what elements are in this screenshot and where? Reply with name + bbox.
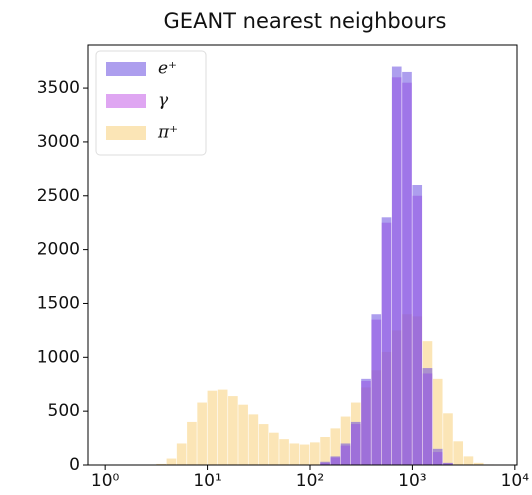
histogram-bar <box>422 368 433 465</box>
histogram-bar <box>443 413 453 465</box>
histogram-bar <box>443 462 453 465</box>
y-tick-label: 3000 <box>37 132 80 152</box>
histogram-bar <box>402 71 412 465</box>
legend-swatch <box>106 94 146 108</box>
y-tick-label: 1500 <box>37 293 80 313</box>
histogram-bar <box>320 461 330 465</box>
bars <box>156 66 494 466</box>
legend-text: π⁺ <box>157 123 178 143</box>
histogram-bar <box>381 217 392 465</box>
histogram-bar <box>412 185 423 465</box>
y-tick-label: 0 <box>69 455 80 475</box>
chart-title: GEANT nearest neighbours <box>164 9 447 33</box>
histogram-bar <box>350 421 361 465</box>
histogram-bar <box>238 404 248 465</box>
histogram-bar <box>320 437 330 465</box>
histogram-bar <box>289 443 300 465</box>
y-tick-label: 2500 <box>37 186 80 206</box>
x-tick-label: 10⁰ <box>91 471 120 491</box>
histogram-bar <box>453 441 464 465</box>
histogram-bar <box>176 443 187 465</box>
histogram-bar <box>217 389 228 465</box>
histogram-bar <box>299 444 310 465</box>
x-tick-label: 10⁴ <box>501 471 530 491</box>
histogram-bar <box>473 462 484 465</box>
histogram-bar <box>279 439 289 465</box>
histogram-bar <box>258 424 269 465</box>
y-tick-label: 500 <box>48 401 80 421</box>
histogram-bar <box>269 432 279 465</box>
histogram-bar <box>340 416 351 465</box>
histogram-bar <box>391 66 402 466</box>
histogram-bar <box>166 458 177 465</box>
y-tick-label: 2000 <box>37 240 80 260</box>
y-tick-label: 1000 <box>37 347 80 367</box>
histogram-bar <box>330 456 341 465</box>
histogram-bar <box>197 402 207 465</box>
legend-swatch <box>106 126 146 140</box>
histogram-bar <box>432 448 443 465</box>
x-tick-label: 10¹ <box>193 471 221 491</box>
histogram-bar <box>371 314 382 465</box>
y-tick-label: 3500 <box>37 78 80 98</box>
histogram-bar <box>207 390 218 465</box>
x-tick-label: 10² <box>296 471 324 491</box>
histogram-bar <box>248 414 259 465</box>
x-tick-label: 10³ <box>398 471 426 491</box>
histogram-bar <box>340 443 351 465</box>
legend-swatch <box>106 62 146 76</box>
histogram-bar <box>463 456 474 465</box>
plot-frame <box>87 44 518 466</box>
histogram-bar <box>156 463 167 465</box>
histogram-bar <box>187 421 197 465</box>
legend-text: γ <box>158 91 169 111</box>
histogram-bar <box>228 396 238 465</box>
legend-text: e⁺ <box>158 59 177 79</box>
histogram-bar <box>330 428 341 465</box>
histogram-bar <box>361 378 371 465</box>
histogram-bar <box>309 442 320 465</box>
histogram-bar <box>432 378 443 465</box>
